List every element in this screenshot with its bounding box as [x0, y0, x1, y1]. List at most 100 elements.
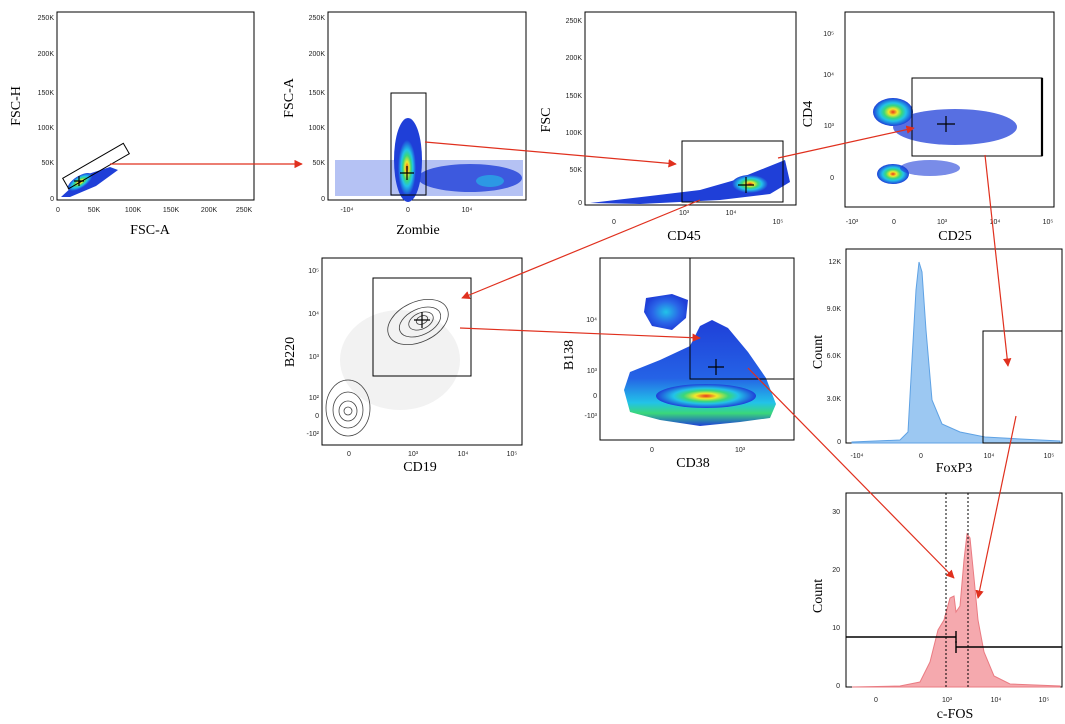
tick-label: -10³: [846, 219, 859, 226]
y-axis-label: Count: [811, 579, 826, 613]
tick-label: 10⁴: [458, 451, 469, 458]
tick-label: 3.0K: [827, 396, 842, 403]
tick-label: 0: [836, 683, 840, 690]
y-axis-label: Count: [811, 335, 826, 369]
histogram: [851, 261, 1061, 444]
tick-label: 10⁴: [586, 317, 597, 324]
panel-live-dead: 0 50K 100K 150K 200K 250K -10⁴ 0 10⁴ Zom…: [282, 11, 527, 238]
panel-cd45: 0 50K 100K 150K 200K 250K 0 10³ 10⁴ 10⁵ …: [539, 11, 797, 244]
x-ticks: 0 10³ 10⁴ 10⁵: [874, 697, 1049, 704]
plasma-cell-gate: [689, 257, 795, 380]
median-cross: [738, 177, 754, 193]
contour: [408, 311, 434, 331]
tick-label: 0: [830, 175, 834, 182]
tick-label: 250K: [236, 207, 253, 214]
contour: [338, 400, 358, 422]
tick-label: 10⁵: [507, 451, 518, 458]
tick-label: 50K: [42, 160, 55, 167]
outlier-dots: [340, 310, 460, 410]
median-cross: [74, 176, 84, 186]
tick-label: 0: [593, 393, 597, 400]
tick-label: 10³: [679, 210, 690, 217]
histogram: [851, 532, 1061, 688]
tick-label: -10²: [307, 431, 320, 438]
tick-label: 10⁵: [773, 219, 784, 226]
tick-label: 9.0K: [827, 306, 842, 313]
panel-cfos-hist: 0 10 20 30 0 10³ 10⁴ 10⁵ c-FOS Count: [811, 492, 1063, 722]
density-core: [656, 384, 756, 408]
gating-arrows: [110, 125, 1017, 599]
x-axis-label: CD38: [676, 456, 709, 471]
foxp3-positive-gate: [982, 330, 1063, 444]
tick-label: 250K: [38, 15, 55, 22]
tick-label: 150K: [163, 207, 180, 214]
tick-label: 10⁵: [308, 268, 319, 275]
tick-label: 12K: [829, 259, 842, 266]
tick-label: 30: [832, 509, 840, 516]
tick-label: 0: [50, 196, 54, 203]
tick-label: 200K: [201, 207, 218, 214]
tick-label: 10³: [942, 697, 953, 704]
density-cloud: [900, 160, 960, 176]
tick-label: 150K: [309, 90, 326, 97]
tick-label: 10⁴: [823, 72, 834, 79]
panel-fsc-singlets: 0 50K 100K 150K 200K 250K 0 50K 100K 150…: [9, 11, 255, 238]
tick-label: 0: [56, 207, 60, 214]
y-axis-label: CD4: [801, 101, 816, 127]
tick-label: 10³: [587, 368, 598, 375]
median-cross: [400, 166, 414, 180]
density-cloud: [644, 294, 688, 330]
tick-label: 10³: [735, 447, 746, 454]
plot-frame: [584, 11, 797, 206]
y-axis-label: FSC: [539, 108, 554, 133]
b-cell-gate: [372, 277, 472, 377]
x-ticks: 0 10³: [650, 447, 746, 454]
x-axis-label: CD45: [667, 229, 700, 244]
contour: [415, 315, 429, 325]
tick-label: 150K: [566, 93, 583, 100]
tick-label: 20: [832, 567, 840, 574]
live-cell-gate: [390, 92, 427, 196]
tick-label: 10²: [309, 395, 320, 402]
y-ticks: -10³ 0 10³ 10⁴: [585, 317, 598, 420]
median-cross: [414, 312, 430, 328]
contour: [343, 406, 353, 416]
contour: [332, 391, 364, 429]
panel-cd19-b220: -10² 0 10² 10³ 10⁴ 10⁵ 0 10³ 10⁴ 10⁵ CD1…: [283, 257, 523, 475]
x-axis-label: c-FOS: [937, 707, 974, 722]
median-cross: [708, 359, 724, 375]
y-ticks: 0 10³ 10⁴ 10⁵: [823, 31, 834, 182]
panel-cd38-b138: -10³ 0 10³ 10⁴ 0 10³ CD38 B138: [562, 257, 795, 471]
tick-label: 0: [406, 207, 410, 214]
tick-label: 10⁴: [726, 210, 737, 217]
arrow-cd4-to-foxp3: [984, 154, 1012, 367]
density-cloud: [590, 160, 790, 204]
tick-label: 100K: [309, 125, 326, 132]
x-ticks: -10³ 0 10³ 10⁴ 10⁵: [846, 219, 1054, 226]
tick-label: 0: [837, 439, 841, 446]
tick-label: -10⁴: [850, 453, 863, 460]
arrow-cd38-to-cfos: [747, 367, 955, 579]
density-cloud: [893, 109, 1017, 145]
x-ticks: -10⁴ 0 10⁴: [340, 207, 472, 214]
tick-label: 0: [892, 219, 896, 226]
density-cloud: [418, 164, 522, 192]
panel-foxp3-hist: 0 3.0K 6.0K 9.0K 12K -10⁴ 0 10⁴ 10⁵ FoxP…: [811, 248, 1063, 476]
x-axis-label: CD25: [938, 229, 971, 244]
density-core: [732, 175, 768, 193]
tick-label: 200K: [38, 51, 55, 58]
contour: [398, 306, 442, 338]
contour: [387, 298, 449, 346]
density-core: [476, 175, 504, 187]
x-ticks: 0 10³ 10⁴ 10⁵: [612, 210, 783, 226]
tick-label: 10³: [408, 451, 419, 458]
y-axis-label: B138: [562, 340, 577, 370]
density-core: [873, 98, 913, 126]
y-ticks: 0 10 20 30: [832, 509, 840, 690]
tick-label: -10⁴: [340, 207, 353, 214]
y-ticks: 0 50K 100K 150K 200K 250K: [566, 18, 583, 207]
cfos-positive-gate: [955, 641, 1062, 653]
x-ticks: 0 10³ 10⁴ 10⁵: [347, 451, 517, 458]
y-ticks: 0 3.0K 6.0K 9.0K 12K: [827, 259, 842, 446]
